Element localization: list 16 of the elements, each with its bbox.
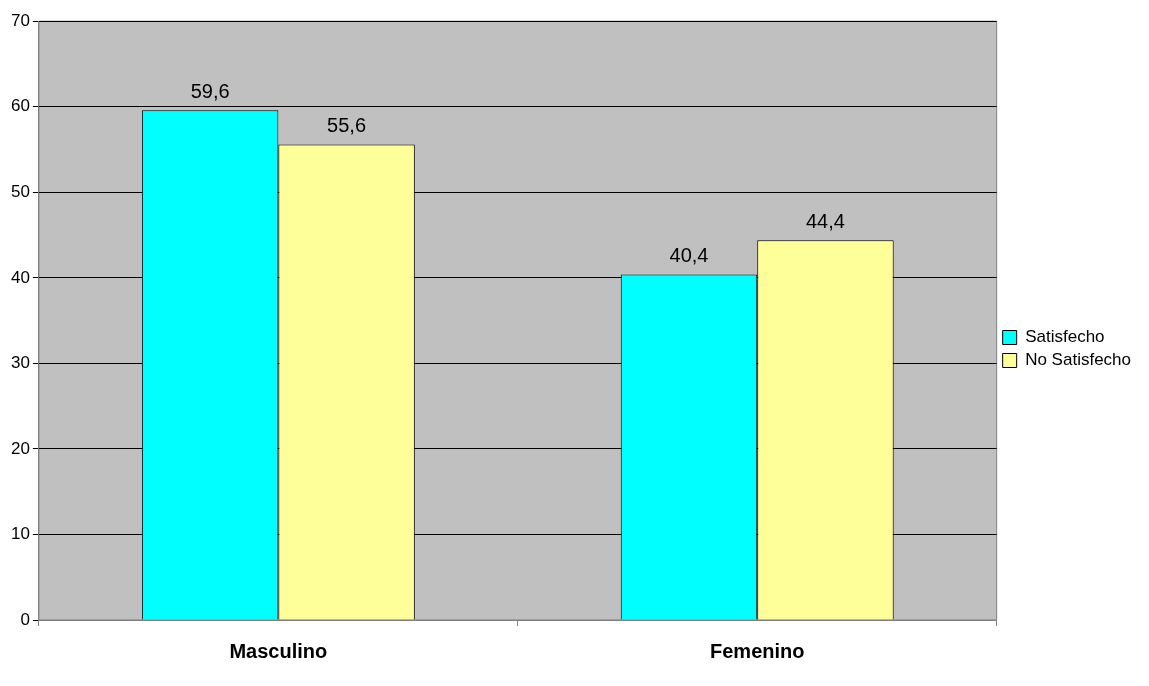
data-label: 55,6 (327, 113, 367, 136)
data-label: 59,6 (190, 79, 230, 102)
y-tick-label: 0 (20, 609, 30, 629)
legend-label: Satisfecho (1025, 327, 1105, 347)
data-label: 40,4 (669, 243, 709, 266)
x-tick-label: Femenino (710, 639, 805, 662)
y-tick-label: 30 (10, 353, 30, 373)
y-tick-label: 50 (10, 181, 30, 201)
y-tick-label: 10 (10, 524, 30, 544)
y-tick-label: 20 (10, 438, 30, 458)
y-tick-label: 70 (10, 10, 30, 30)
data-label: 44,4 (806, 209, 845, 232)
legend-label: No Satisfecho (1025, 350, 1132, 370)
x-tick-label: Masculino (229, 639, 328, 662)
y-tick-label: 40 (10, 267, 30, 287)
y-tick-label: 60 (10, 96, 30, 116)
